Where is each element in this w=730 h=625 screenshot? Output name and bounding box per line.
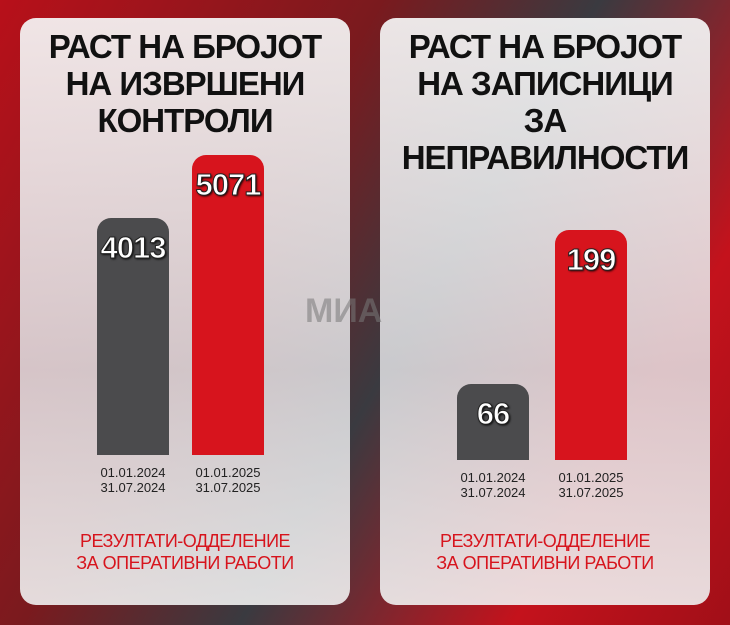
category-label: 01.01.2024 31.07.2024: [100, 465, 166, 495]
category-label: 01.01.2025 31.07.2025: [558, 470, 624, 500]
value-label: 66: [476, 395, 510, 431]
value-label: 199: [566, 242, 617, 278]
chart-title: РАСТ НА БРОЈОТ НА ИЗВРШЕНИ КОНТРОЛИ: [48, 28, 322, 139]
category-label: 01.01.2025 31.07.2025: [195, 465, 261, 495]
chart-panel: РАСТ НА БРОЈОТ НА ИЗВРШЕНИ КОНТРОЛИ 4013 0…: [20, 18, 350, 605]
source-note: РЕЗУЛТАТИ-ОДДЕЛЕНИЕ ЗА ОПЕРАТИВНИ РАБОТИ: [436, 531, 654, 573]
bar: [555, 230, 627, 460]
category-label: 01.01.2024 31.07.2024: [460, 470, 526, 500]
watermark: МИА: [305, 292, 383, 330]
source-note: РЕЗУЛТАТИ-ОДДЕЛЕНИЕ ЗА ОПЕРАТИВНИ РАБОТИ: [76, 531, 294, 573]
value-label: 5071: [195, 167, 262, 203]
bar: [97, 217, 169, 455]
chart-panel: РАСТ НА БРОЈОТ НА ЗАПИСНИЦИ ЗА НЕПРАВИЛН…: [380, 18, 710, 605]
chart-title: РАСТ НА БРОЈОТ НА ЗАПИСНИЦИ ЗА НЕПРАВИЛН…: [401, 28, 690, 176]
bar: [192, 155, 264, 455]
bar: [457, 383, 529, 460]
value-label: 4013: [100, 229, 167, 265]
